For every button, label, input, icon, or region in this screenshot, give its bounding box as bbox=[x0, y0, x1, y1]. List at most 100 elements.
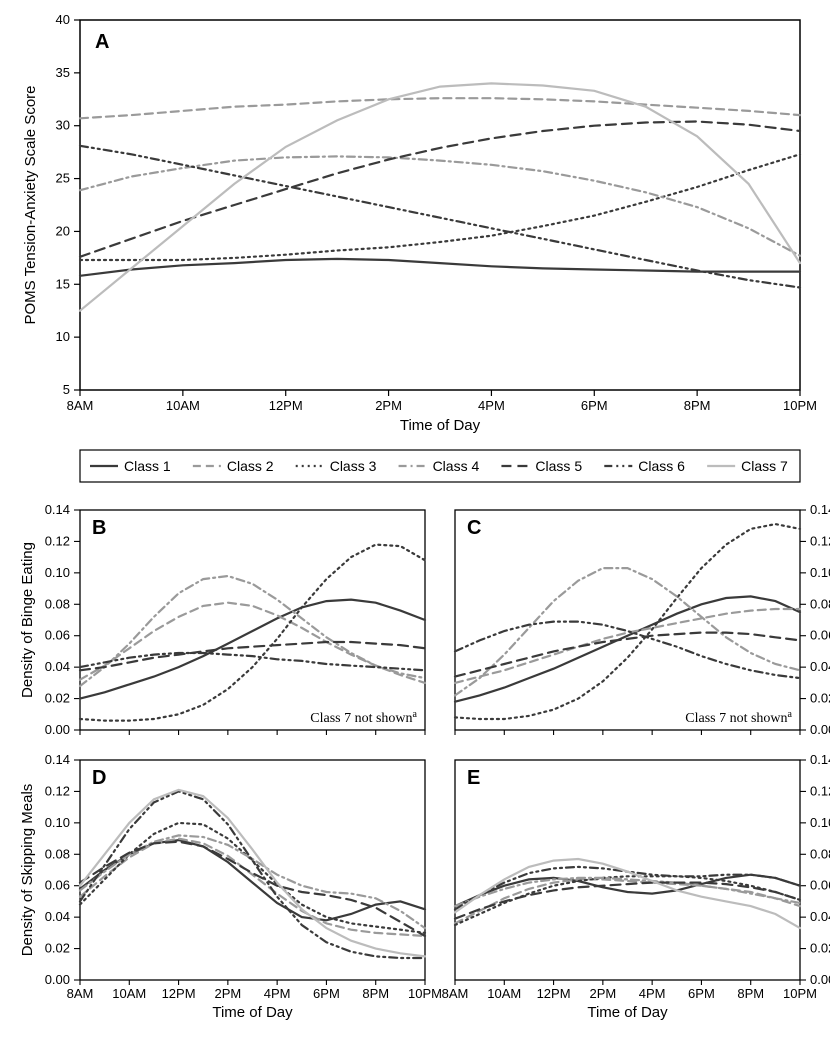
svg-text:12PM: 12PM bbox=[162, 986, 196, 1001]
svg-text:0.00: 0.00 bbox=[45, 972, 70, 987]
panel-a-letter: A bbox=[95, 31, 109, 53]
svg-text:0.06: 0.06 bbox=[810, 628, 830, 643]
svg-text:2PM: 2PM bbox=[375, 398, 402, 413]
svg-text:5: 5 bbox=[63, 382, 70, 397]
svg-text:0.02: 0.02 bbox=[45, 941, 70, 956]
panel-a-series-class4 bbox=[80, 156, 800, 255]
panel-a-series-class3 bbox=[80, 154, 800, 260]
svg-text:0.10: 0.10 bbox=[45, 565, 70, 580]
svg-text:B: B bbox=[92, 517, 106, 539]
svg-text:0.06: 0.06 bbox=[810, 878, 830, 893]
panel-c-series-class2 bbox=[455, 609, 800, 683]
svg-text:40: 40 bbox=[56, 12, 70, 27]
panel-d-series-class3 bbox=[80, 823, 425, 933]
svg-text:10PM: 10PM bbox=[783, 986, 817, 1001]
svg-text:30: 30 bbox=[56, 118, 70, 133]
svg-text:0.04: 0.04 bbox=[810, 659, 830, 674]
svg-text:0.02: 0.02 bbox=[810, 941, 830, 956]
svg-text:0.12: 0.12 bbox=[810, 533, 830, 548]
svg-text:4PM: 4PM bbox=[639, 986, 666, 1001]
svg-text:0.00: 0.00 bbox=[810, 972, 830, 987]
legend-label-class1: Class 1 bbox=[124, 458, 171, 474]
panel-b-annot: Class 7 not showna bbox=[310, 709, 417, 727]
svg-text:0.14: 0.14 bbox=[810, 502, 830, 517]
panel-e: 0.00 0.02 0.04 0.06 0.08 0.10 0.12 0.14 8AM 10AM 1… bbox=[442, 752, 830, 1021]
svg-text:0.04: 0.04 bbox=[810, 909, 830, 924]
svg-text:10PM: 10PM bbox=[408, 986, 442, 1001]
svg-text:6PM: 6PM bbox=[581, 398, 608, 413]
svg-text:D: D bbox=[92, 767, 106, 789]
svg-text:0.12: 0.12 bbox=[810, 783, 830, 798]
svg-text:0.06: 0.06 bbox=[45, 628, 70, 643]
svg-text:Density of Binge Eating: Density of Binge Eating bbox=[19, 542, 36, 698]
panel-b: 0.00 0.02 0.04 0.06 0.08 0.10 0.12 0.14 Density … bbox=[19, 502, 425, 737]
svg-text:12PM: 12PM bbox=[537, 986, 571, 1001]
svg-text:E: E bbox=[467, 767, 480, 789]
svg-text:20: 20 bbox=[56, 223, 70, 238]
svg-text:10AM: 10AM bbox=[487, 986, 521, 1001]
svg-text:10: 10 bbox=[56, 329, 70, 344]
svg-text:0.00: 0.00 bbox=[810, 722, 830, 737]
legend-label-class7: Class 7 bbox=[741, 458, 788, 474]
panel-a-xlabel: Time of Day bbox=[400, 417, 481, 434]
svg-text:6PM: 6PM bbox=[688, 986, 715, 1001]
svg-text:4PM: 4PM bbox=[478, 398, 505, 413]
svg-text:0.14: 0.14 bbox=[45, 502, 70, 517]
svg-text:0.08: 0.08 bbox=[810, 846, 830, 861]
legend-label-class3: Class 3 bbox=[330, 458, 377, 474]
svg-text:C: C bbox=[467, 517, 481, 539]
svg-text:35: 35 bbox=[56, 65, 70, 80]
svg-text:6PM: 6PM bbox=[313, 986, 340, 1001]
panel-a: 5101520253035408AM10AM12PM2PM4PM6PM8PM10… bbox=[22, 12, 817, 434]
svg-text:0.02: 0.02 bbox=[810, 691, 830, 706]
panel-a-ylabel: POMS Tension-Anxiety Scale Score bbox=[22, 86, 39, 325]
legend-label-class4: Class 4 bbox=[433, 458, 480, 474]
svg-text:Time of Day: Time of Day bbox=[587, 1004, 668, 1021]
svg-text:0.14: 0.14 bbox=[45, 752, 70, 767]
svg-text:0.08: 0.08 bbox=[45, 596, 70, 611]
svg-text:12PM: 12PM bbox=[269, 398, 303, 413]
svg-text:0.12: 0.12 bbox=[45, 533, 70, 548]
svg-text:0.02: 0.02 bbox=[45, 691, 70, 706]
svg-text:0.06: 0.06 bbox=[45, 878, 70, 893]
panel-a-series-class2 bbox=[80, 98, 800, 118]
panel-c: 0.000.020.040.060.080.100.120.14Density … bbox=[455, 502, 830, 737]
svg-text:0.10: 0.10 bbox=[810, 565, 830, 580]
svg-text:8AM: 8AM bbox=[67, 986, 94, 1001]
panel-a-series-class1 bbox=[80, 259, 800, 276]
svg-text:8AM: 8AM bbox=[442, 986, 469, 1001]
svg-text:Density of Skipping Meals: Density of Skipping Meals bbox=[19, 784, 36, 957]
panel-b-series-class1 bbox=[80, 600, 425, 699]
panel-c-series-class1 bbox=[455, 596, 800, 701]
svg-text:8PM: 8PM bbox=[362, 986, 389, 1001]
svg-text:0.10: 0.10 bbox=[810, 815, 830, 830]
panel-c-series-class3 bbox=[455, 524, 800, 719]
svg-text:10PM: 10PM bbox=[783, 398, 817, 413]
svg-text:0.04: 0.04 bbox=[45, 909, 70, 924]
panel-d: 0.00 0.02 0.04 0.06 0.08 0.10 0.12 0.14 8AM 10AM 1… bbox=[19, 752, 442, 1021]
svg-text:10AM: 10AM bbox=[166, 398, 200, 413]
svg-text:0.00: 0.00 bbox=[45, 722, 70, 737]
panel-d-series-class7 bbox=[80, 790, 425, 957]
svg-text:0.12: 0.12 bbox=[45, 783, 70, 798]
panel-e-series-class7 bbox=[455, 859, 800, 928]
svg-text:0.08: 0.08 bbox=[810, 596, 830, 611]
panel-c-annot: Class 7 not showna bbox=[685, 709, 792, 727]
svg-text:0.14: 0.14 bbox=[810, 752, 830, 767]
svg-text:2PM: 2PM bbox=[214, 986, 241, 1001]
svg-text:2PM: 2PM bbox=[589, 986, 616, 1001]
svg-text:Time of Day: Time of Day bbox=[212, 1004, 293, 1021]
legend-label-class6: Class 6 bbox=[638, 458, 685, 474]
svg-text:8PM: 8PM bbox=[737, 986, 764, 1001]
svg-text:0.10: 0.10 bbox=[45, 815, 70, 830]
svg-text:0.04: 0.04 bbox=[45, 659, 70, 674]
panel-a-series-class7 bbox=[80, 83, 800, 310]
svg-text:8AM: 8AM bbox=[67, 398, 94, 413]
svg-text:0.08: 0.08 bbox=[45, 846, 70, 861]
legend-label-class2: Class 2 bbox=[227, 458, 274, 474]
panel-c-series-class4 bbox=[455, 568, 800, 695]
svg-text:10AM: 10AM bbox=[112, 986, 146, 1001]
figure-svg: 5101520253035408AM10AM12PM2PM4PM6PM8PM10… bbox=[0, 0, 830, 1050]
svg-text:8PM: 8PM bbox=[684, 398, 711, 413]
svg-text:25: 25 bbox=[56, 171, 70, 186]
